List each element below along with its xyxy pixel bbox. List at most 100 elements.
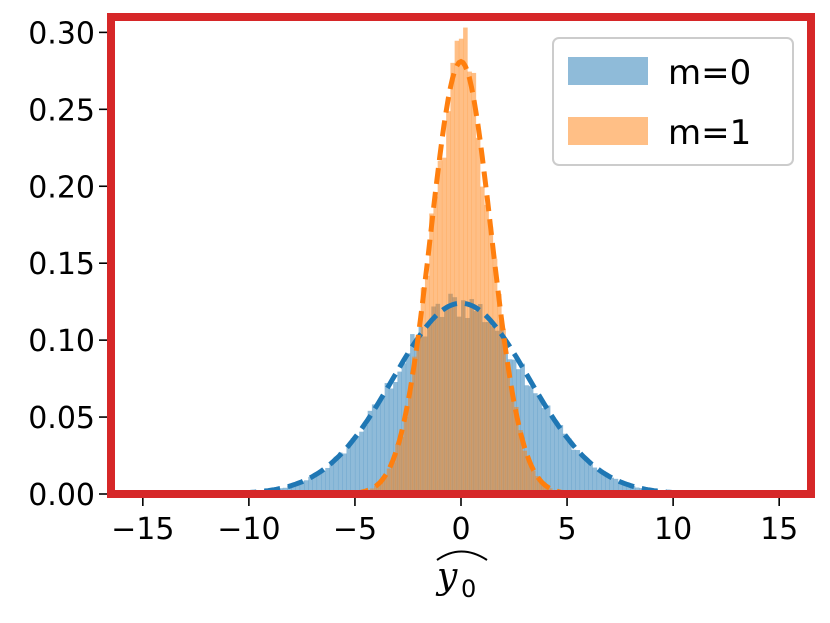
histogram-bar — [537, 397, 542, 494]
histogram-bar — [308, 476, 313, 494]
density-curve-m1 — [352, 58, 570, 496]
histogram-bar — [346, 445, 351, 494]
x-tick-label: −5 — [333, 512, 377, 547]
histogram-bar — [412, 356, 417, 494]
histogram-bar — [613, 478, 619, 494]
histogram-bar — [471, 72, 477, 495]
x-axis-ticks: −15 −10 −5 0 5 10 15 — [111, 498, 798, 547]
histogram-bar — [441, 157, 447, 494]
histogram-bar — [463, 27, 468, 495]
legend-swatch-m0 — [568, 57, 648, 85]
histogram-bar — [588, 462, 593, 494]
histogram-bar — [291, 484, 296, 494]
histogram-bar — [484, 204, 489, 495]
histogram-bar — [535, 476, 540, 494]
histogram-bar — [321, 470, 326, 494]
histogram-bar — [333, 456, 339, 494]
histogram-bar — [312, 476, 318, 494]
x-tick-label: 15 — [760, 512, 798, 547]
plot-frame — [107, 13, 815, 498]
legend-label-m0: m=0 — [668, 53, 751, 93]
x-tick-label: −10 — [217, 512, 280, 547]
density-curves — [240, 58, 682, 496]
y-tick-label: 0.10 — [28, 324, 95, 359]
legend: m=0 m=1 — [552, 37, 794, 166]
x-tick-label: 0 — [451, 512, 470, 547]
x-axis-label-base: y — [435, 556, 458, 597]
histogram-bar — [329, 461, 335, 494]
histogram-bar — [359, 431, 364, 494]
y-tick-label: 0.20 — [28, 170, 95, 205]
histogram-bar — [501, 328, 506, 494]
histogram-bar — [480, 186, 485, 494]
histogram-bar — [520, 363, 525, 494]
y-tick-label: 0.05 — [28, 401, 95, 436]
histogram-bar — [363, 424, 368, 494]
histogram-bar — [395, 443, 400, 494]
y-tick-label: 0.25 — [28, 93, 95, 128]
histogram-bar — [539, 482, 545, 494]
histogram-bar — [304, 480, 309, 494]
histogram-bar — [416, 339, 421, 494]
y-axis-ticks: 0.00 0.05 0.10 0.15 0.20 0.25 0.30 — [28, 16, 107, 513]
legend-label-m1: m=1 — [668, 113, 751, 153]
histogram-bar — [579, 455, 585, 494]
histogram-bar — [378, 481, 383, 494]
histogram-bar — [522, 450, 528, 494]
histogram-bar — [467, 71, 472, 494]
histogram-bar — [429, 213, 434, 494]
histogram-bar — [497, 293, 502, 494]
histogram-bar — [384, 383, 390, 494]
histogram-bar — [518, 430, 523, 494]
histogram-bar — [458, 38, 464, 494]
histogram-bar — [382, 476, 388, 494]
histogram-bar — [541, 407, 547, 494]
histogram-bar — [526, 459, 532, 494]
histogram-bar — [450, 62, 455, 495]
histogram-bar — [374, 485, 379, 494]
y-tick-label: 0.00 — [28, 478, 95, 513]
histogram-bar — [584, 459, 589, 494]
histogram-bar — [446, 111, 451, 494]
x-tick-label: 5 — [558, 512, 577, 547]
histogram-bar — [617, 481, 623, 494]
histogram-bar — [420, 287, 426, 494]
histogram-bar — [488, 226, 494, 494]
histogram-bar — [562, 433, 568, 494]
x-tick-label: 10 — [654, 512, 692, 547]
histogram-bar — [386, 468, 392, 494]
histogram-bar — [596, 469, 602, 494]
histogram-bar — [575, 450, 581, 494]
histogram-bar — [550, 416, 555, 494]
histogram-bar — [367, 410, 373, 494]
histogram-bar — [492, 258, 498, 494]
histogram-bar — [380, 397, 385, 494]
histogram-bar — [524, 385, 530, 494]
histogram-bar — [509, 387, 515, 494]
histogram-bar — [399, 436, 405, 494]
histogram-bar — [592, 467, 598, 494]
histogram-bar — [571, 449, 576, 494]
density-curve-m0 — [240, 300, 682, 496]
histogram-bar — [287, 485, 292, 494]
histogram-bar — [437, 160, 443, 495]
x-axis-label-subscript: 0 — [461, 575, 476, 603]
y-tick-label: 0.30 — [28, 16, 95, 51]
histogram-bar — [316, 472, 322, 494]
histogram-bar — [605, 476, 610, 494]
histogram-bar — [350, 438, 356, 494]
legend-swatch-m1 — [568, 117, 648, 145]
histogram-bar — [626, 484, 631, 494]
histogram-bar — [558, 425, 564, 494]
histogram-bar — [528, 386, 534, 494]
histogram-bar — [299, 481, 305, 494]
histogram-bar — [433, 196, 438, 494]
histogram-bar — [371, 404, 377, 494]
histogram-bar — [567, 438, 572, 494]
histogram-bars — [257, 27, 670, 495]
histogram-bar — [295, 482, 301, 494]
histogram-bar — [601, 470, 606, 494]
histogram-bar — [391, 462, 396, 494]
histogram-bar — [533, 393, 538, 494]
histogram-bar — [454, 40, 460, 494]
